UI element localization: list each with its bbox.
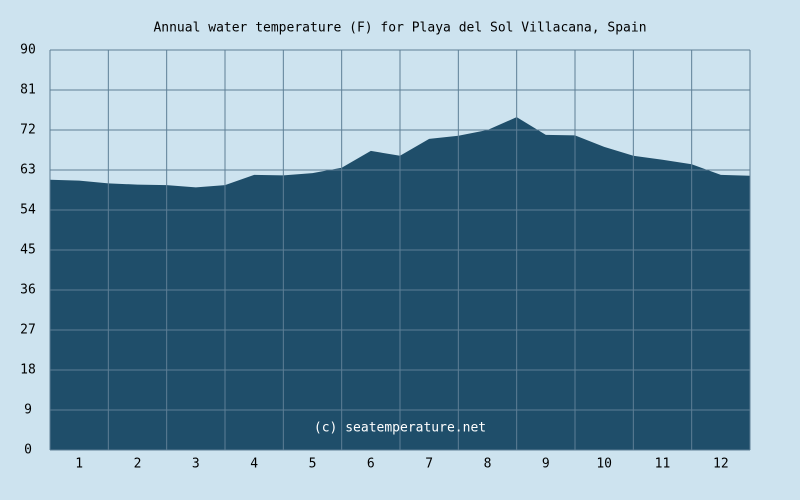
y-tick-label: 63: [20, 163, 36, 178]
y-tick-label: 18: [20, 363, 36, 378]
annotation: (c) seatemperature.net: [314, 421, 486, 436]
y-tick-label: 72: [20, 123, 36, 138]
x-tick-label: 6: [367, 457, 375, 472]
x-tick-label: 1: [75, 457, 83, 472]
x-tick-label: 7: [425, 457, 433, 472]
x-tick-label: 11: [655, 457, 671, 472]
x-tick-label: 10: [596, 457, 612, 472]
y-tick-label: 54: [20, 203, 36, 218]
y-tick-label: 90: [20, 43, 36, 58]
x-tick-label: 2: [134, 457, 142, 472]
x-tick-label: 12: [713, 457, 729, 472]
chart-title: Annual water temperature (F) for Playa d…: [153, 21, 646, 36]
x-tick-label: 3: [192, 457, 200, 472]
x-tick-label: 5: [309, 457, 317, 472]
y-tick-label: 45: [20, 243, 36, 258]
y-tick-label: 36: [20, 283, 36, 298]
x-tick-label: 4: [250, 457, 258, 472]
x-tick-label: 8: [484, 457, 492, 472]
y-tick-label: 81: [20, 83, 36, 98]
y-tick-label: 0: [24, 443, 32, 458]
x-tick-label: 9: [542, 457, 550, 472]
y-tick-label: 27: [20, 323, 36, 338]
y-tick-label: 9: [24, 403, 32, 418]
